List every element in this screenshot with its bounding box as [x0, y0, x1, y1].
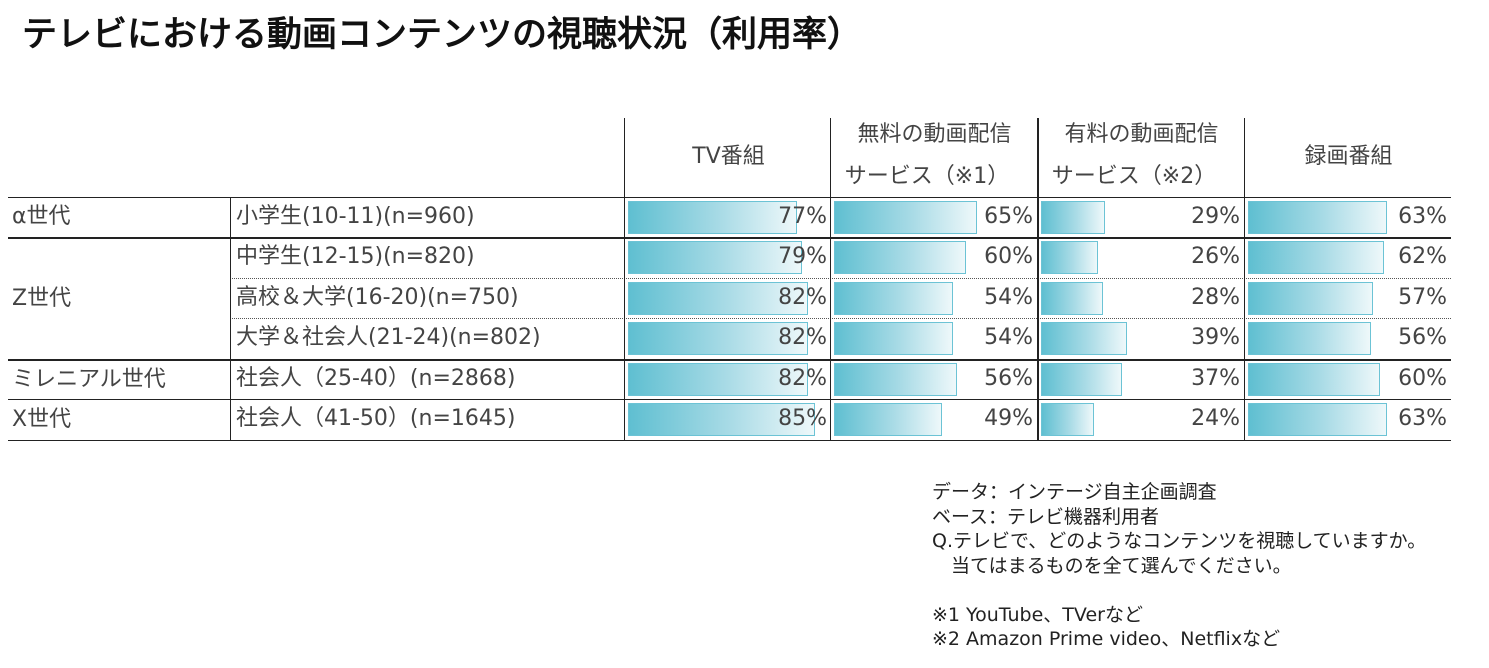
- note-footnote-1: ※1 YouTube、TVerなど: [932, 603, 1143, 626]
- table-vline-tv: [624, 118, 625, 440]
- value-bar: [834, 322, 953, 355]
- table-line-alpha-bottom: [8, 237, 1451, 239]
- value-bar: [1248, 322, 1371, 355]
- value-label: 28%: [1191, 285, 1240, 310]
- value-label: 54%: [984, 325, 1033, 350]
- value-bar: [834, 241, 966, 274]
- note-question-cont: 当てはまるものを全て選んでください。: [932, 554, 1292, 577]
- table-line-z-bottom: [8, 359, 1451, 361]
- page-title: テレビにおける動画コンテンツの視聴状況（利用率）: [22, 15, 863, 55]
- value-label: 82%: [778, 325, 827, 350]
- table-vline-rec: [1244, 118, 1245, 440]
- value-bar: [1041, 363, 1122, 396]
- note-question: Q.テレビで、どのようなコンテンツを視聴していますか。: [932, 530, 1427, 552]
- value-label: 82%: [778, 285, 827, 310]
- value-label: 57%: [1398, 285, 1447, 310]
- header-free-line1: 無料の動画配信: [857, 122, 1012, 147]
- value-label: 63%: [1398, 204, 1447, 229]
- value-bar: [834, 282, 953, 315]
- note-footnote-2: ※2 Amazon Prime video、Netflixなど: [932, 628, 1281, 650]
- value-label: 60%: [1398, 366, 1447, 391]
- value-label: 60%: [984, 244, 1033, 269]
- row-label: 高校＆大学(16-20)(n=750): [236, 285, 519, 310]
- value-label: 29%: [1191, 204, 1240, 229]
- value-bar: [628, 241, 802, 274]
- note-base: ベース：テレビ機器利用者: [932, 505, 1160, 528]
- value-bar: [1248, 282, 1373, 315]
- value-label: 82%: [778, 366, 827, 391]
- value-label: 63%: [1398, 406, 1447, 431]
- notes-block: データ：インテージ自主企画調査 ベース：テレビ機器利用者 Q.テレビで、どのよう…: [932, 480, 1426, 652]
- header-paid-line2: サービス（※2）: [1051, 164, 1217, 189]
- row-label: 大学＆社会人(21-24)(n=802): [236, 325, 541, 350]
- generation-alpha: α世代: [12, 204, 71, 229]
- value-label: 24%: [1191, 406, 1240, 431]
- value-bar: [834, 403, 942, 436]
- table-line-table-bottom: [8, 440, 1451, 441]
- generation-millennial: ミレニアル世代: [12, 367, 166, 392]
- generation-x: X世代: [12, 407, 72, 432]
- table-vline-free: [830, 118, 831, 440]
- value-label: 56%: [984, 366, 1033, 391]
- table-vline-label: [230, 198, 231, 440]
- table-line-millennial-bottom: [8, 399, 1451, 400]
- value-label: 79%: [778, 244, 827, 269]
- value-bar: [1041, 282, 1103, 315]
- note-data-source: データ：インテージ自主企画調査: [932, 481, 1217, 503]
- value-label: 26%: [1191, 244, 1240, 269]
- row-label: 社会人（25-40）(n=2868): [236, 366, 516, 391]
- value-bar: [1041, 201, 1105, 234]
- value-bar: [628, 282, 808, 315]
- value-label: 65%: [984, 204, 1033, 229]
- value-bar: [628, 322, 808, 355]
- value-label: 62%: [1398, 244, 1447, 269]
- value-bar: [834, 363, 957, 396]
- value-bar: [1041, 241, 1098, 274]
- generation-z: Z世代: [12, 286, 72, 311]
- table-line-header-bottom: [8, 197, 1451, 198]
- table-line-z-dotted-2: [230, 318, 1451, 319]
- value-bar: [628, 403, 815, 436]
- header-free-line2: サービス（※1）: [844, 164, 1010, 189]
- header-rec: 録画番組: [1304, 144, 1393, 169]
- value-bar: [1041, 403, 1094, 436]
- value-bar: [1248, 201, 1387, 234]
- table-vline-paid: [1037, 118, 1039, 440]
- table-line-z-dotted-1: [230, 278, 1451, 279]
- value-bar: [628, 201, 797, 234]
- value-bar: [1248, 241, 1384, 274]
- value-bar: [1041, 322, 1127, 355]
- row-label: 社会人（41-50）(n=1645): [236, 406, 516, 431]
- row-label: 中学生(12-15)(n=820): [236, 244, 475, 269]
- value-label: 49%: [984, 406, 1033, 431]
- value-bar: [628, 363, 808, 396]
- header-tv: TV番組: [692, 144, 765, 169]
- value-bar: [834, 201, 977, 234]
- value-bar: [1248, 403, 1387, 436]
- row-label: 小学生(10-11)(n=960): [236, 204, 475, 229]
- header-paid-line1: 有料の動画配信: [1064, 122, 1219, 147]
- value-label: 37%: [1191, 366, 1240, 391]
- value-bar: [1248, 363, 1380, 396]
- value-label: 54%: [984, 285, 1033, 310]
- value-label: 85%: [778, 406, 827, 431]
- note-spacer: [932, 578, 1426, 603]
- value-label: 56%: [1398, 325, 1447, 350]
- value-label: 77%: [778, 204, 827, 229]
- value-label: 39%: [1191, 325, 1240, 350]
